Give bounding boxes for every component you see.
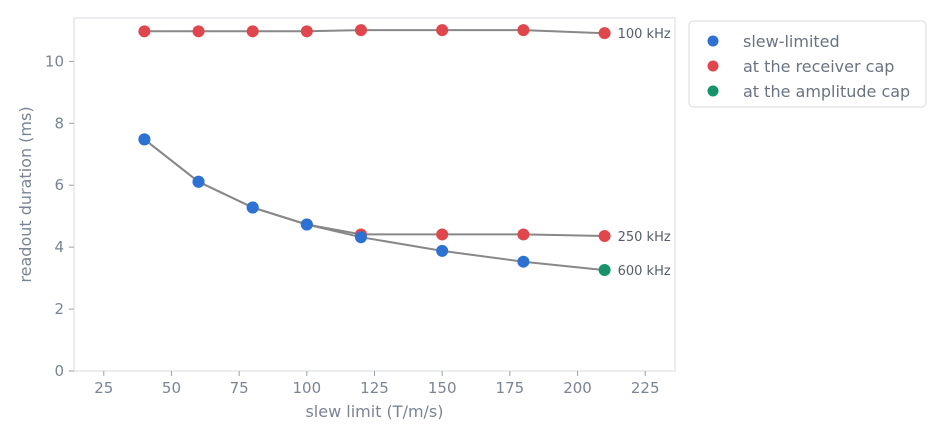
data-point [138, 25, 151, 38]
y-tick-label: 6 [54, 176, 64, 194]
legend-box [688, 20, 927, 108]
x-tick-label: 25 [94, 379, 113, 397]
series-line [144, 29, 605, 35]
legend: slew-limited at the receiver cap at the am… [688, 20, 927, 108]
x-tick-label: 100 [292, 379, 321, 397]
series-end-labels: 100 kHz 250 kHz 600 kHz [618, 27, 671, 279]
legend-marker [707, 85, 719, 97]
y-tick-label: 8 [54, 114, 64, 132]
data-point [192, 25, 205, 38]
x-tick-label: 50 [162, 379, 181, 397]
plot-axes: 25 50 75 100 125 150 175 200 225 0 2 4 6 8 10 [45, 17, 676, 397]
x-tick-label: 75 [230, 379, 249, 397]
data-point [598, 27, 611, 40]
y-axis-label: readout duration (ms) [16, 106, 35, 282]
series-line [143, 138, 605, 237]
legend-entry: slew-limited [743, 32, 840, 51]
data-point [598, 229, 611, 242]
series-end-label: 250 kHz [618, 230, 671, 245]
series-lines [143, 29, 605, 272]
y-tick-label: 2 [54, 300, 64, 318]
data-point [517, 255, 530, 268]
data-point [436, 228, 449, 241]
data-point [598, 264, 611, 277]
legend-entry: at the receiver cap [743, 57, 894, 76]
data-points [138, 24, 611, 277]
data-point [517, 228, 530, 241]
data-point [192, 175, 205, 188]
y-tick-label: 0 [54, 362, 64, 380]
x-tick-label: 175 [496, 379, 525, 397]
data-point [300, 25, 313, 38]
data-point [138, 133, 151, 146]
x-tick-label: 200 [563, 379, 592, 397]
series-line [143, 138, 605, 272]
x-axis-label: slew limit (T/m/s) [305, 402, 443, 421]
data-point [300, 218, 313, 231]
legend-entry: at the amplitude cap [743, 82, 910, 101]
series-end-label: 100 kHz [618, 27, 671, 42]
x-tick-label: 125 [360, 379, 389, 397]
x-tick-label: 150 [428, 379, 457, 397]
data-point [436, 24, 449, 37]
y-tick-label: 4 [54, 238, 64, 256]
legend-marker [707, 35, 719, 47]
plot-frame [73, 17, 676, 372]
data-point [354, 231, 367, 244]
data-point [354, 24, 367, 37]
x-tick-label: 225 [631, 379, 660, 397]
data-point [246, 25, 259, 38]
data-point [436, 244, 449, 257]
data-point [246, 201, 259, 214]
series-end-label: 600 kHz [618, 264, 671, 279]
legend-marker [707, 60, 719, 72]
y-tick-label: 10 [45, 52, 64, 70]
data-point [517, 24, 530, 37]
